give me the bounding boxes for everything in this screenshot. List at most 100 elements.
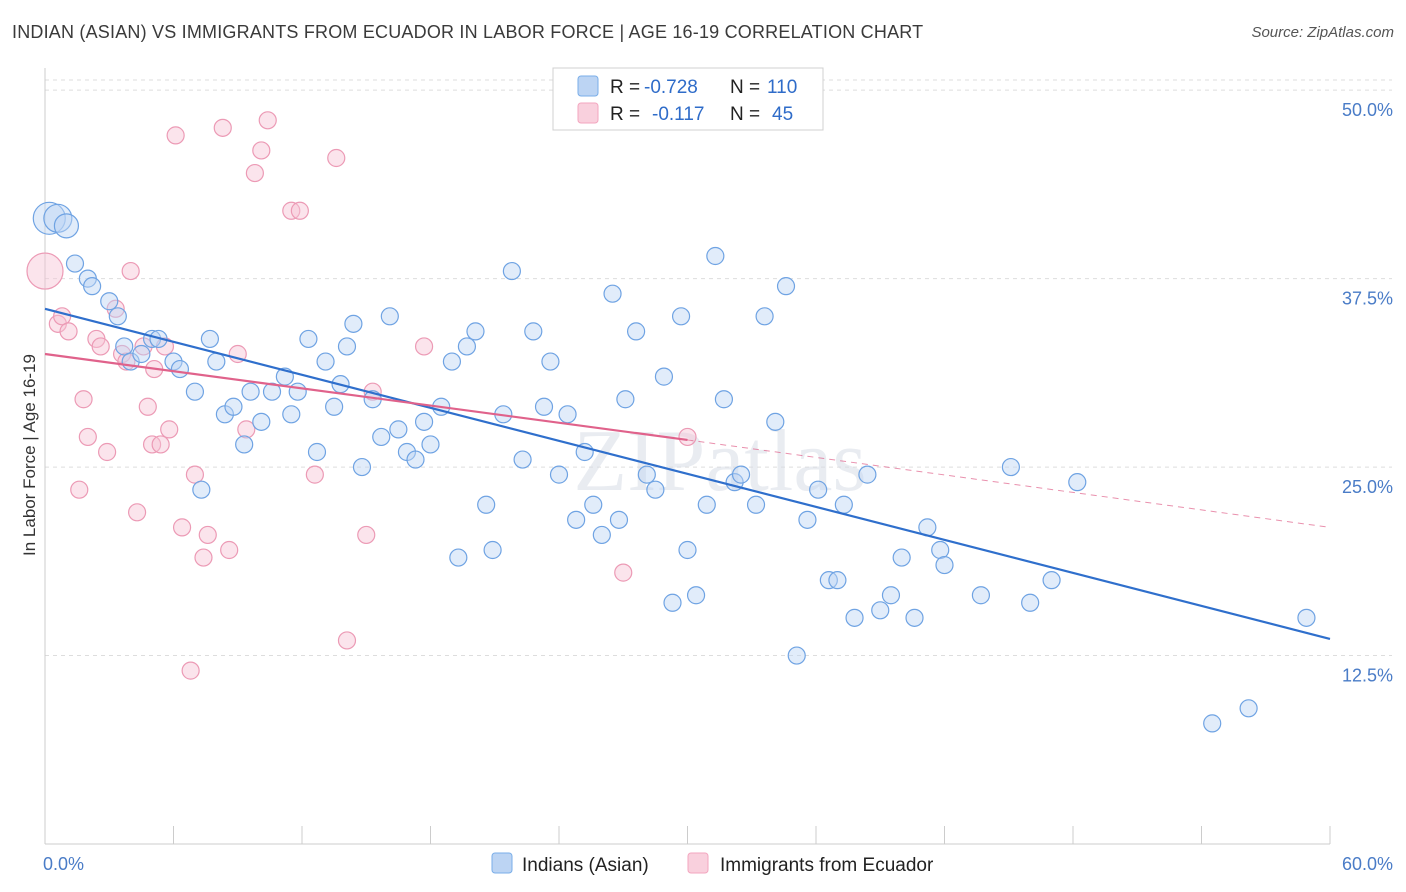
- indians-point: [787, 646, 806, 665]
- indians-point: [241, 382, 260, 401]
- indians-point: [798, 510, 817, 529]
- indians-point: [845, 608, 864, 627]
- indians-point: [325, 397, 344, 416]
- ecuador-point: [357, 525, 376, 545]
- indians-point: [32, 201, 66, 235]
- ecuador-point: [106, 299, 125, 318]
- ecuador-point: [138, 397, 157, 416]
- ecuador-point: [290, 201, 309, 220]
- ecuador-point: [181, 661, 200, 680]
- y-tick-label: 50.0%: [1342, 100, 1393, 120]
- legend-r-value-2: -0.117: [652, 104, 704, 125]
- ecuador-point: [53, 307, 72, 326]
- indians-point: [449, 548, 468, 567]
- ecuador-point: [98, 442, 117, 462]
- indians-point: [288, 382, 307, 401]
- indians-point: [1068, 473, 1087, 492]
- indians-point: [603, 284, 622, 303]
- legend-r-label-2: R =: [610, 104, 640, 125]
- indians-point: [1203, 714, 1222, 733]
- indians-point: [626, 322, 646, 341]
- indians-point: [549, 465, 569, 484]
- axes: [44, 68, 1331, 845]
- ecuador-point: [198, 525, 217, 545]
- legend-n-label-1: N =: [730, 77, 760, 98]
- ecuador-point: [59, 322, 78, 341]
- legend-r-label-1: R =: [610, 77, 640, 98]
- indians-point: [513, 450, 532, 469]
- x-tick-label-max: 60.0%: [1342, 854, 1393, 874]
- ecuador-point: [185, 465, 205, 484]
- indians-point: [316, 352, 335, 371]
- indians-point: [892, 548, 911, 567]
- indians-point: [100, 292, 119, 311]
- indians-point: [766, 412, 785, 431]
- indians-point: [132, 344, 151, 364]
- indians-point: [442, 352, 462, 371]
- indians-point: [714, 390, 734, 409]
- indians-point: [671, 307, 691, 326]
- chart-title: INDIAN (ASIAN) VS IMMIGRANTS FROM ECUADO…: [12, 22, 924, 42]
- indians-point: [200, 329, 220, 349]
- legend-n-label-2: N =: [730, 104, 760, 125]
- bottom-legend-indians: Indians (Asian): [522, 855, 649, 876]
- indians-point: [905, 608, 924, 627]
- indians-point: [1239, 699, 1258, 718]
- indians-point: [524, 322, 543, 341]
- indians-point: [706, 246, 725, 266]
- ecuador-point: [614, 563, 633, 582]
- indians-point: [828, 571, 847, 590]
- indians-point: [1021, 593, 1040, 612]
- indians-point: [809, 480, 828, 499]
- series-ecuador-points: [26, 111, 697, 680]
- indians-point: [663, 593, 682, 612]
- indians-point: [686, 586, 706, 605]
- series-indians-points: [32, 201, 1316, 733]
- indians-point: [115, 337, 134, 356]
- indians-point: [776, 277, 796, 296]
- ecuador-point: [166, 126, 185, 145]
- indians-point: [616, 390, 635, 409]
- ecuador-point: [91, 337, 110, 356]
- indians-point: [592, 525, 611, 545]
- indians-point: [746, 495, 766, 514]
- indians-point: [502, 261, 521, 281]
- watermark: ZIPatlas: [573, 413, 866, 510]
- indians-point: [609, 510, 629, 529]
- tick-labels: 12.5% 25.0% 37.5% 50.0% 0.0% 60.0%: [43, 100, 1393, 874]
- legend-n-value-1: 110: [767, 77, 797, 98]
- indians-point: [871, 601, 890, 620]
- indians-point: [558, 405, 577, 424]
- x-tick-label-min: 0.0%: [43, 854, 84, 874]
- ecuador-point: [414, 337, 434, 356]
- ecuador-point: [213, 118, 232, 137]
- ecuador-point: [305, 465, 324, 484]
- ecuador-point: [327, 148, 346, 168]
- ecuador-point: [78, 427, 97, 447]
- indians-point: [170, 359, 190, 379]
- ecuador-point: [258, 111, 277, 130]
- indians-point: [262, 382, 282, 401]
- ecuador-point: [252, 141, 271, 160]
- indians-point: [584, 495, 603, 514]
- indians-point: [164, 352, 183, 371]
- indians-point: [858, 465, 877, 484]
- indians-point: [971, 586, 991, 605]
- indians-point: [282, 405, 301, 424]
- indians-point: [406, 450, 425, 469]
- y-axis-label: In Labor Force | Age 16-19: [20, 354, 39, 556]
- ecuador-point: [172, 518, 192, 537]
- grid-lines: [45, 79, 1392, 657]
- ecuador-point: [151, 435, 170, 454]
- indians-point: [1042, 571, 1061, 590]
- legend-swatch-indians: [577, 75, 599, 97]
- indians-point: [108, 307, 127, 326]
- indians-point: [646, 480, 665, 499]
- indians-point: [457, 337, 477, 356]
- indians-point: [185, 382, 205, 401]
- ecuador-trend-line: [44, 352, 688, 442]
- indians-point: [372, 427, 391, 447]
- top-legend: R = -0.728 N = 110 R = -0.117 N = 45: [552, 67, 824, 131]
- indians-point: [352, 457, 372, 477]
